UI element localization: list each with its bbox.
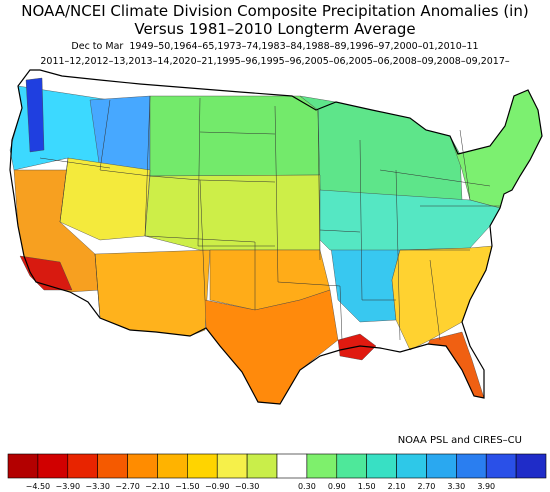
us-outline [9,69,543,405]
colorbar-swatch [456,453,487,479]
colorbar-tick-label: 2.10 [388,482,406,491]
colorbar-swatch [157,453,188,479]
colorbar-swatch [426,453,457,479]
region-southern-california [19,255,73,291]
map-title-line2: Versus 1981–2010 Longterm Average [134,20,416,38]
colorbar-swatch [276,453,308,479]
colorbar-swatch [7,453,39,479]
colorbar-swatch [336,453,367,479]
colorbar-swatch [306,453,338,479]
state-boundaries [39,95,500,341]
colorbar-swatch [127,453,158,479]
colorbar-tick-label: −4.50 [26,482,51,491]
region-texas-coast [204,289,339,405]
colorbar-tick-label: 3.90 [477,482,495,491]
region-lower-mississippi-valley [329,239,401,323]
region-olympic-cascades [25,77,45,153]
colorbar-tick-label: 0.90 [328,482,346,491]
us-precipitation-anomaly-map [9,69,543,405]
colorbar-swatches [7,453,547,479]
map-subtitle-line2: 2011–12,2012–13,2013–14,2020–21,1995–96,… [40,56,510,67]
colorbar-tick-label: −0.30 [235,482,260,491]
data-credit: NOAA PSL and CIRES–CU [397,435,522,446]
colorbar-tick-label: −3.90 [56,482,81,491]
colorbar-swatch [366,453,397,479]
region-southeast [391,245,493,351]
colorbar-tick-label: −2.10 [145,482,170,491]
colorbar-swatch [97,453,128,479]
colorbar-labels: −4.50 −3.90 −3.30 −2.70 −2.10 −1.50 −0.90 −0.30… [26,482,495,491]
colorbar-swatch [37,453,69,479]
colorbar-tick-label: 0.30 [298,482,316,491]
colorbar-legend: −4.50 −3.90 −3.30 −2.70 −2.10 −1.50 −0.90 −0.30… [7,453,547,491]
colorbar-tick-label: 1.50 [358,482,376,491]
colorbar-tick-label: −2.70 [115,482,140,491]
region-great-basin [59,157,151,241]
colorbar-swatch [246,453,278,479]
colorbar-tick-label: −1.50 [175,482,200,491]
colorbar-tick-label: −3.30 [85,482,110,491]
region-northeast [449,89,543,209]
region-northern-plains [149,95,321,177]
colorbar-swatch [515,453,547,479]
colorbar-swatch [485,453,517,479]
colorbar-swatch [67,453,98,479]
map-subtitle-line1: Dec to Mar 1949–50,1964–65,1973–74,1983–… [71,41,479,52]
colorbar-swatch [187,453,218,479]
colorbar-swatch [216,453,248,479]
region-florida [427,331,485,399]
map-title-line1: NOAA/NCEI Climate Division Composite Pre… [21,2,529,20]
colorbar-tick-label: 2.70 [418,482,436,491]
colorbar-tick-label: −0.90 [205,482,230,491]
colorbar-tick-label: 3.30 [447,482,465,491]
regions-layer [9,77,543,405]
colorbar-swatch [396,453,427,479]
region-central-plains [144,174,321,251]
